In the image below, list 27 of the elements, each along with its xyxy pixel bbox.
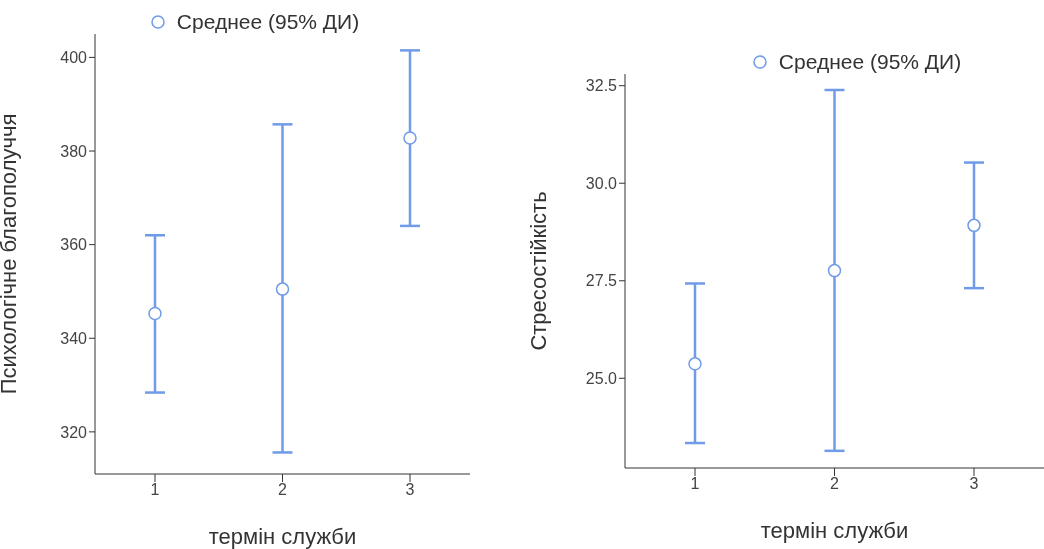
y-axis-title: Стресостійкість (525, 191, 551, 351)
y-tick-label: 320 (60, 423, 88, 441)
y-tick-label: 400 (60, 49, 88, 67)
x-tick-label: 2 (830, 475, 840, 493)
legend-label: Среднее (95% ДИ) (777, 50, 962, 74)
x-tick-label: 1 (150, 481, 160, 499)
point (967, 218, 981, 233)
x-axis-title: термін служби (760, 518, 909, 543)
x-axis-title: термін служби (208, 524, 357, 549)
y-tick-label: 380 (60, 142, 88, 160)
y-tick-label: 25.0 (585, 369, 618, 387)
point (827, 263, 842, 278)
y-tick-label: 27.5 (585, 272, 618, 290)
y-tick-label: 340 (60, 329, 88, 347)
point (403, 131, 417, 145)
x-tick-label: 3 (405, 481, 415, 499)
point (688, 357, 702, 371)
x-tick-label: 3 (969, 475, 979, 493)
y-tick-label: 30.0 (585, 174, 618, 192)
y-tick-label: 360 (60, 236, 88, 254)
point (275, 282, 290, 296)
x-tick-label: 2 (278, 481, 288, 499)
legend-label: Среднее (95% ДИ) (175, 10, 360, 34)
point (148, 306, 162, 321)
x-tick-label: 1 (690, 475, 700, 493)
y-tick-label: 32.5 (585, 77, 618, 95)
y-axis-title: Психологічне благополуччя (0, 113, 21, 395)
